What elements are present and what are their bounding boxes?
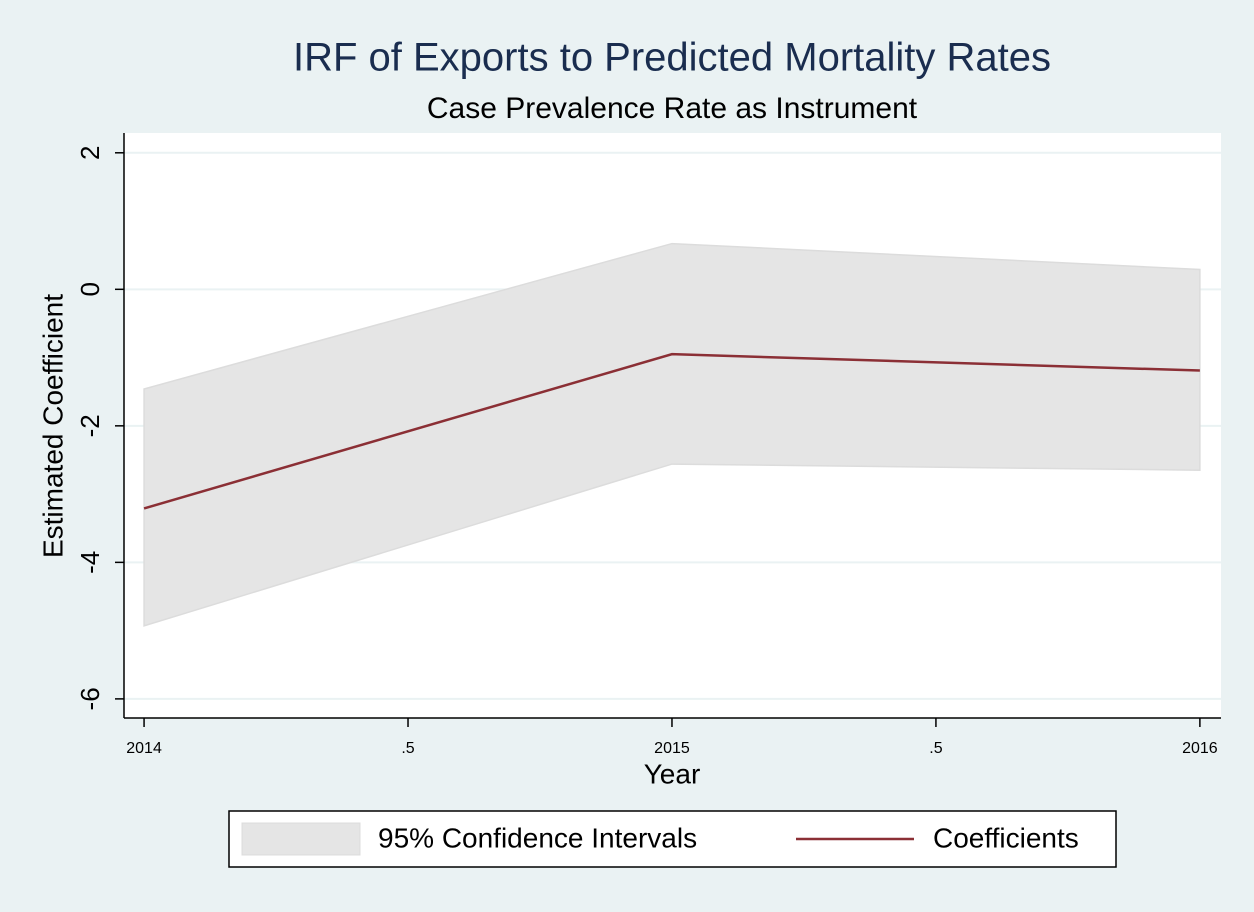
ticks: -6 -4 -2 0 2 2014 .5 2015 .5 2016 — [75, 146, 1218, 758]
x-tick-label: 2016 — [1182, 740, 1218, 757]
legend-swatch — [241, 822, 361, 856]
legend-label: 95% Confidence Intervals — [378, 822, 697, 853]
y-tick-label: 2 — [75, 146, 105, 160]
legend-items: 95% Confidence Intervals Coefficients — [241, 822, 1079, 856]
chart-title: IRF of Exports to Predicted Mortality Ra… — [293, 36, 1051, 80]
y-tick-label: -6 — [75, 687, 105, 710]
x-axis-title: Year — [644, 758, 701, 789]
y-tick-label: -2 — [75, 414, 105, 437]
confidence-band — [143, 242, 1201, 627]
y-tick-label: 0 — [75, 282, 105, 296]
marks — [143, 242, 1201, 627]
legend — [228, 810, 1117, 868]
chart-subtitle: Case Prevalence Rate as Instrument — [427, 92, 918, 125]
legend-label: Coefficients — [933, 822, 1079, 853]
x-tick-label: .5 — [401, 740, 414, 757]
x-tick-label: 2014 — [126, 740, 162, 757]
y-tick-label: -4 — [75, 551, 105, 574]
x-tick-label: 2015 — [654, 740, 690, 757]
y-axis-title: Estimated Coefficient — [37, 294, 68, 558]
x-tick-label: .5 — [929, 740, 942, 757]
coefficient-line — [143, 352, 1200, 510]
